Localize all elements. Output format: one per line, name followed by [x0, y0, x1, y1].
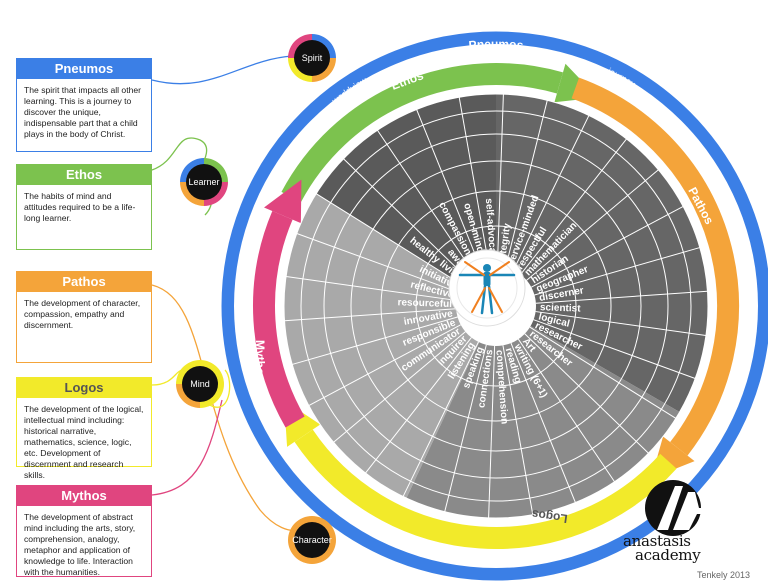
- spoke-line-12: [535, 290, 708, 304]
- node-character-core: [294, 522, 330, 558]
- ring-line-2: [350, 160, 642, 452]
- ring-line-0: [415, 225, 577, 387]
- spoke-line-17: [517, 338, 615, 483]
- node-learner-label: Learner: [188, 177, 219, 187]
- spoke-line-24: [333, 331, 466, 443]
- ring-line-1: [380, 190, 612, 422]
- spoke-line-25: [308, 324, 461, 406]
- logos-arrow: [294, 429, 677, 549]
- spoke-line-22: [402, 341, 479, 497]
- box-mythos-title: Mythos: [17, 486, 151, 506]
- spoke-line-5: [496, 94, 504, 267]
- box-logos-title: Logos: [17, 378, 151, 398]
- spoke-line-0: [315, 193, 463, 286]
- pneumos-ring: [221, 31, 768, 581]
- spoke-line-15: [529, 326, 677, 419]
- spoke-line-19: [502, 345, 534, 515]
- spoke-line-6: [505, 100, 548, 268]
- pathos-arrow: [571, 77, 739, 456]
- ring-line-5: [283, 93, 709, 519]
- connector-pneumos: [151, 55, 293, 85]
- wheel-sector-1: [496, 94, 709, 412]
- spoke-line-3: [416, 109, 482, 270]
- box-pathos-text: The development of character, compassion…: [24, 298, 141, 330]
- wheel-sector-0: [316, 94, 496, 285]
- spoke-line-28: [285, 276, 457, 301]
- node-mind-core: [182, 366, 218, 402]
- spoke-label-27: resourceful: [397, 297, 452, 310]
- ethos-arrow: [281, 63, 563, 203]
- box-pathos-title: Pathos: [17, 272, 151, 292]
- node-learner-core: [186, 164, 222, 200]
- ring-label-mythos: Mythos: [253, 340, 267, 382]
- mythos-arrow-head: [264, 179, 302, 224]
- box-pneumos-title: Pneumos: [17, 59, 151, 79]
- box-ethos-title: Ethos: [17, 165, 151, 185]
- spoke-label-12: scientist: [540, 302, 582, 314]
- spoke-line-29: [296, 233, 459, 293]
- spoke-line-9: [526, 169, 659, 281]
- node-spirit-label: Spirit: [302, 53, 323, 63]
- ring-line-3: [323, 133, 669, 479]
- spoke-line-13: [535, 311, 707, 336]
- brand-line-1: anastasis: [623, 532, 691, 550]
- box-logos: Logos The development of the logical, in…: [16, 377, 152, 480]
- node-character-label: Character: [292, 535, 332, 545]
- spoke-line-20: [488, 345, 496, 518]
- credit-text: Tenkely 2013: [697, 570, 751, 580]
- box-pathos: Pathos The development of character, com…: [16, 271, 152, 363]
- spoke-line-10: [531, 206, 684, 288]
- arrow-arcs: [253, 63, 739, 549]
- node-character: Character: [288, 516, 336, 564]
- wheel-sector-3: [284, 193, 480, 499]
- wheel-rings: [283, 93, 709, 519]
- box-ethos-text: The habits of mind and attitudes require…: [24, 191, 136, 223]
- spoke-line-1: [343, 158, 468, 279]
- spoke-line-2: [377, 129, 475, 274]
- spoke-line-16: [524, 333, 649, 454]
- node-learner: Learner: [180, 158, 228, 206]
- anastasis-logo-icon: [645, 480, 707, 536]
- spoke-label-19: comprehension: [493, 350, 509, 425]
- spoke-line-18: [510, 342, 576, 503]
- spoke-label-4: self-advocate: [483, 198, 498, 263]
- spoke-line-27: [284, 308, 457, 322]
- spoke-line-26: [292, 316, 458, 365]
- spoke-line-8: [520, 138, 627, 275]
- ring-label-pneumos: Pneumos: [468, 37, 524, 52]
- spoke-line-4: [458, 97, 490, 267]
- concept-nodes: Spirit Learner Mind Character: [176, 34, 336, 564]
- spoke-line-11: [534, 247, 700, 296]
- node-spirit-core: [294, 40, 330, 76]
- box-pneumos: Pneumos The spirit that impacts all othe…: [16, 58, 152, 152]
- box-pneumos-text: The spirit that impacts all other learni…: [24, 85, 142, 139]
- box-logos-text: The development of the logical, intellec…: [24, 404, 144, 480]
- ring-line-4: [300, 110, 692, 502]
- node-mind: Mind: [176, 360, 224, 408]
- brand-name: anastasis academy: [623, 532, 701, 564]
- ring-label-logos: Logos: [531, 507, 569, 526]
- spoke-line-14: [533, 319, 696, 379]
- mythos-arrow: [253, 211, 305, 428]
- box-mythos: Mythos The development of abstract mind …: [16, 485, 152, 577]
- brand-line-2: academy: [635, 546, 701, 564]
- vitruvian-figure-icon: [448, 249, 526, 327]
- connector-pathos: [151, 284, 299, 532]
- spoke-line-7: [513, 115, 590, 271]
- spoke-line-21: [444, 344, 487, 512]
- box-mythos-text: The development of abstract mind includi…: [24, 512, 136, 577]
- spoke-line-23: [365, 337, 472, 474]
- node-spirit: Spirit: [288, 34, 336, 82]
- connector-mythos: [151, 399, 223, 496]
- node-mind-label: Mind: [190, 379, 210, 389]
- box-ethos: Ethos The habits of mind and attitudes r…: [16, 164, 152, 250]
